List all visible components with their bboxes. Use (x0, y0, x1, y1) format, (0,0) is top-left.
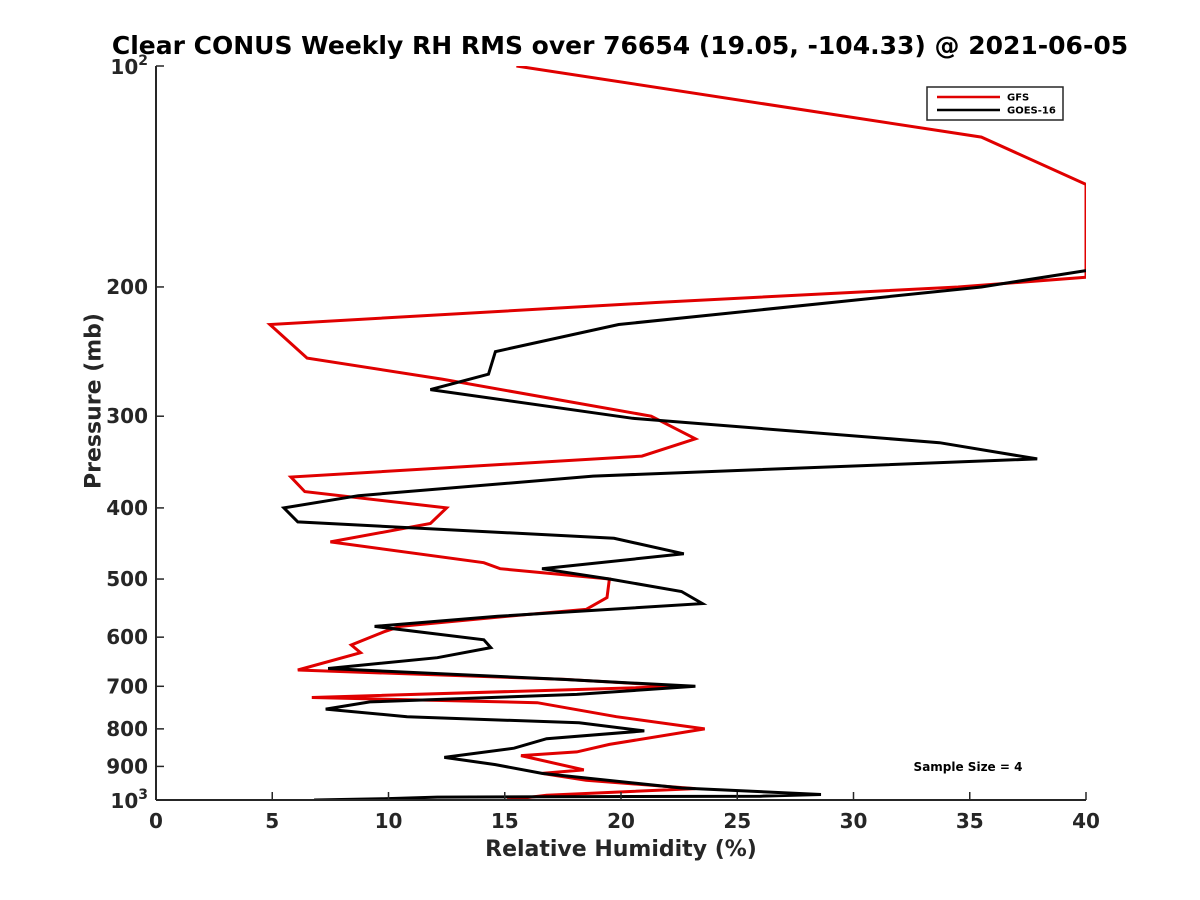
x-tick-label: 10 (375, 809, 403, 833)
sample-size-annotation: Sample Size = 4 (914, 760, 1023, 774)
legend-label-gfs: GFS (1007, 93, 1029, 104)
x-tick-label: 5 (265, 809, 279, 833)
x-tick-label: 30 (840, 809, 868, 833)
chart-title: Clear CONUS Weekly RH RMS over 76654 (19… (112, 31, 1128, 60)
x-tick-label: 0 (149, 809, 163, 833)
y-tick-label: 600 (106, 625, 148, 649)
x-tick-label: 25 (723, 809, 751, 833)
x-tick-label: 35 (956, 809, 984, 833)
x-tick-label: 20 (607, 809, 635, 833)
legend-box (926, 86, 1064, 121)
x-axis-label: Relative Humidity (%) (485, 837, 757, 862)
x-tick-label: 15 (491, 809, 519, 833)
plot-area (156, 66, 1086, 800)
legend: GFS GOES-16 (926, 86, 1064, 121)
y-tick-label: 800 (106, 717, 148, 741)
y-tick-label: 300 (106, 404, 148, 428)
y-tick-label: 700 (106, 674, 148, 698)
series-line-goes-16 (280, 269, 1086, 800)
y-axis-label: Pressure (mb) (82, 313, 107, 489)
y-tick-label: 103 (110, 787, 148, 813)
y-tick-label: 400 (106, 496, 148, 520)
series-layer (266, 66, 1086, 800)
y-tick-label: 900 (106, 754, 148, 778)
legend-label-goes-16: GOES-16 (1007, 106, 1056, 117)
y-tick-label: 102 (110, 53, 148, 79)
x-tick-label: 40 (1072, 809, 1100, 833)
axes: 0 5 10 15 20 25 30 35 40 102 200 300 400 500 600 700 800… (106, 53, 1100, 833)
y-tick-label: 500 (106, 567, 148, 591)
y-tick-label: 200 (106, 275, 148, 299)
